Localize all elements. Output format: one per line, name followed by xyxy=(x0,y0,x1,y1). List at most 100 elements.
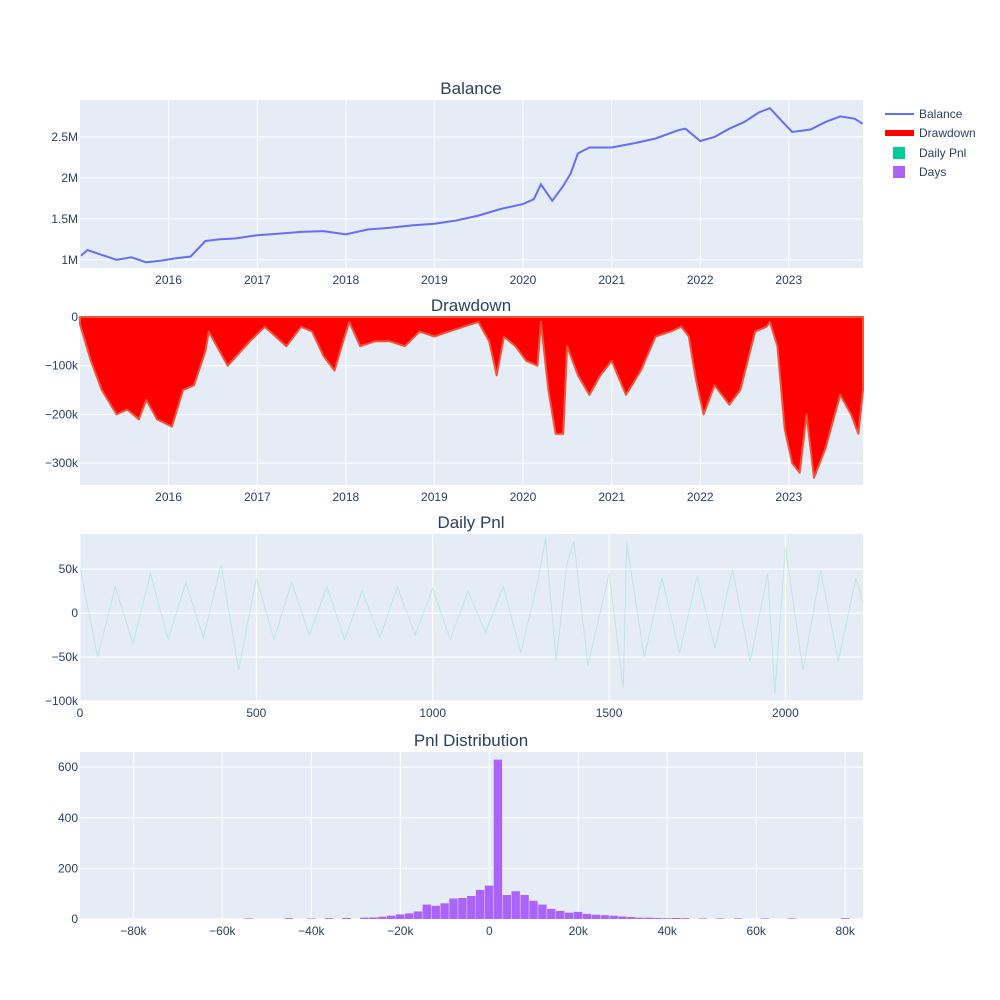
daily-pnl-panel-title: Daily Pnl xyxy=(437,513,504,532)
x-tick-label: 2021 xyxy=(598,490,625,504)
histogram-bar xyxy=(698,918,707,919)
x-tick-label: 2018 xyxy=(332,490,359,504)
x-tick-label: 20k xyxy=(569,924,589,938)
histogram-bar xyxy=(360,917,369,919)
histogram-bar xyxy=(636,917,645,919)
histogram-bar xyxy=(395,914,405,919)
y-tick-label: −300k xyxy=(45,456,79,470)
legend-item-daily-pnl[interactable]: Daily Pnl xyxy=(893,146,966,160)
histogram-bar xyxy=(734,918,743,919)
histogram-bar xyxy=(556,910,565,919)
histogram-bar xyxy=(547,908,556,919)
y-tick-label: 1M xyxy=(61,253,78,267)
histogram-bar xyxy=(244,918,253,919)
histogram-bar xyxy=(306,918,316,919)
legend-balance-label: Balance xyxy=(919,107,963,121)
histogram-bar xyxy=(760,918,770,919)
x-tick-label: 40k xyxy=(658,924,678,938)
x-tick-label: 2016 xyxy=(155,273,182,287)
histogram-bar xyxy=(369,917,378,919)
histogram-bar xyxy=(387,915,396,919)
histogram-bar xyxy=(449,898,458,919)
histogram-bar xyxy=(618,916,627,919)
x-tick-label: 2017 xyxy=(244,273,271,287)
balance-panel: 2016 2017 2018 2019 2020 2021 2022 2023 1M 1.5M 2M… xyxy=(51,100,864,287)
drawdown-panel-title: Drawdown xyxy=(431,296,511,315)
histogram-bar xyxy=(342,918,351,919)
x-tick-label: 2019 xyxy=(421,273,448,287)
legend-item-drawdown[interactable]: Drawdown xyxy=(885,126,976,140)
histogram-bar xyxy=(511,891,520,919)
y-tick-label: −100k xyxy=(45,359,79,373)
histogram-bar xyxy=(440,903,449,919)
y-tick-label: 1.5M xyxy=(51,212,78,226)
x-tick-label: −60k xyxy=(209,924,236,938)
x-tick-label: 80k xyxy=(836,924,856,938)
x-tick-label: 1500 xyxy=(596,706,623,720)
histogram-bar xyxy=(671,918,681,919)
histogram-bar xyxy=(413,911,423,919)
legend[interactable]: Balance Drawdown Daily Pnl Days xyxy=(885,107,976,179)
x-tick-label: 0 xyxy=(77,706,84,720)
x-tick-label: 2020 xyxy=(510,490,537,504)
histogram-bar xyxy=(458,898,467,919)
x-tick-label: 2022 xyxy=(687,490,714,504)
histogram-bar xyxy=(378,916,387,919)
x-tick-label: −20k xyxy=(387,924,414,938)
histogram-bar xyxy=(502,895,511,919)
plot-area xyxy=(80,100,863,268)
histogram-bar xyxy=(324,918,334,919)
y-tick-label: 50k xyxy=(59,562,79,576)
legend-daily-pnl-label: Daily Pnl xyxy=(919,146,966,160)
histogram-bar xyxy=(716,918,725,919)
y-tick-label: −50k xyxy=(52,650,79,664)
x-tick-label: 2023 xyxy=(775,490,802,504)
histogram-bar xyxy=(484,885,494,919)
histogram-bar xyxy=(573,911,583,919)
histogram-bar xyxy=(538,904,547,919)
drawdown-panel: 2016 2017 2018 2019 2020 2021 2022 2023 −300k −20… xyxy=(45,310,864,504)
y-tick-label: 400 xyxy=(58,811,78,825)
histogram-bar xyxy=(653,918,663,919)
histogram-bar xyxy=(591,914,600,919)
x-tick-label: 500 xyxy=(246,706,266,720)
x-tick-label: −40k xyxy=(298,924,325,938)
daily-pnl-panel: 0 500 1000 1500 2000 −100k −50k 0 50k xyxy=(45,534,864,720)
x-tick-label: 2000 xyxy=(772,706,799,720)
histogram-bar xyxy=(627,917,636,919)
histogram-bar xyxy=(493,759,503,919)
drawdown-area xyxy=(79,316,864,479)
histogram-bar xyxy=(600,915,609,919)
histogram-bar xyxy=(529,900,538,919)
daily-pnl-line xyxy=(79,538,864,695)
x-tick-label: 1000 xyxy=(419,706,446,720)
legend-drawdown-label: Drawdown xyxy=(919,126,976,140)
x-tick-label: 2017 xyxy=(244,490,271,504)
histogram-bar xyxy=(520,895,529,919)
x-tick-label: 2020 xyxy=(510,273,537,287)
histogram-bar xyxy=(609,915,618,919)
x-tick-label: 2016 xyxy=(155,490,182,504)
y-tick-label: 0 xyxy=(71,606,78,620)
legend-item-days[interactable]: Days xyxy=(893,165,946,179)
y-tick-label: 2M xyxy=(61,171,78,185)
histogram-bar xyxy=(645,917,654,919)
balance-panel-title: Balance xyxy=(440,79,501,98)
histogram-bar xyxy=(840,918,850,919)
x-tick-label: 2022 xyxy=(687,273,714,287)
x-tick-label: 2021 xyxy=(598,273,625,287)
x-tick-label: 2019 xyxy=(421,490,448,504)
legend-item-balance[interactable]: Balance xyxy=(885,107,963,121)
pnl-distribution-panel: −80k −60k −40k −20k 0 20k 40k 60k 80k 0 200 400 600 xyxy=(58,752,863,938)
histogram-bar xyxy=(431,905,440,919)
pnl-distribution-panel-title: Pnl Distribution xyxy=(414,731,528,750)
y-tick-label: 200 xyxy=(58,861,78,875)
y-tick-label: −200k xyxy=(45,407,79,421)
histogram-bar xyxy=(422,904,431,919)
x-tick-label: 60k xyxy=(747,924,767,938)
y-tick-label: 0 xyxy=(71,912,78,926)
histogram-bar xyxy=(787,918,796,919)
y-tick-label: −100k xyxy=(45,694,79,708)
histogram-bar xyxy=(467,896,476,919)
legend-days-swatch xyxy=(893,166,905,178)
